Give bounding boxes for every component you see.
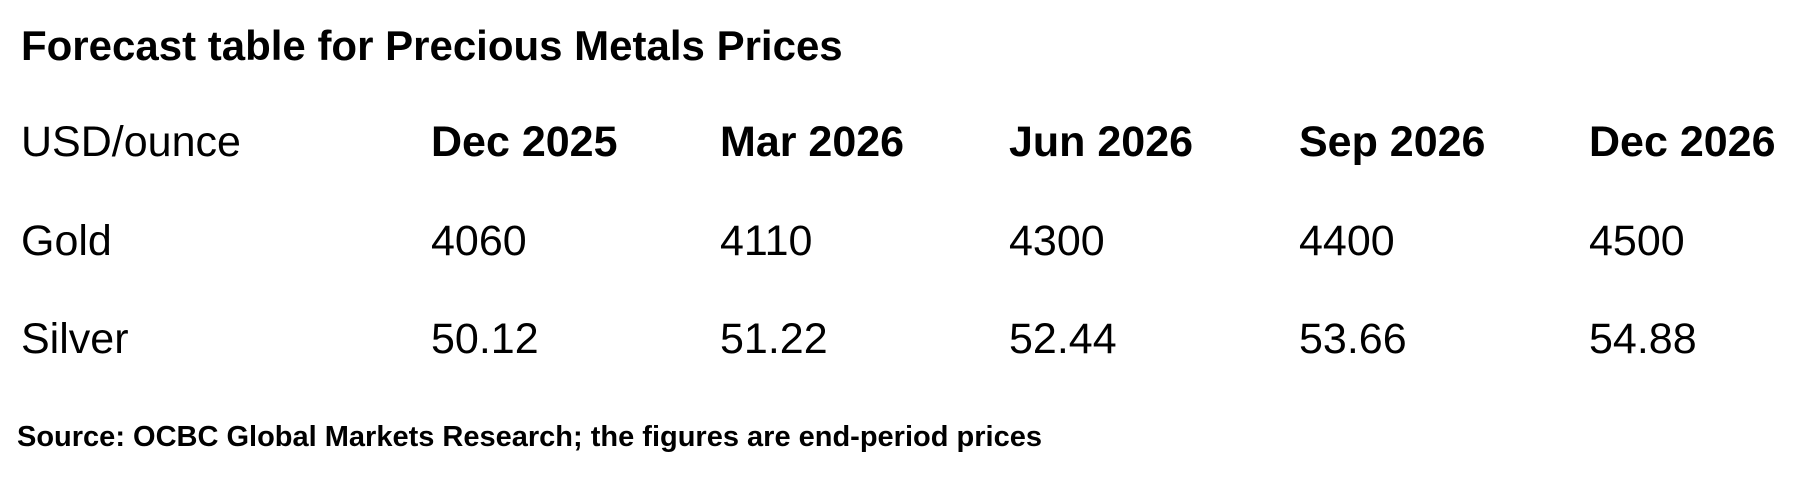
table-cell: 4400 [1299, 217, 1395, 265]
table-cell: 50.12 [431, 315, 539, 363]
source-note: Source: OCBC Global Markets Research; th… [17, 421, 1042, 453]
table-cell: 4500 [1589, 217, 1685, 265]
column-header: Dec 2025 [431, 118, 618, 166]
unit-label: USD/ounce [21, 118, 241, 166]
table-cell: 4060 [431, 217, 527, 265]
row-label: Silver [21, 315, 129, 363]
column-header: Mar 2026 [720, 118, 905, 166]
table-cell: 52.44 [1009, 315, 1117, 363]
table-cell: 53.66 [1299, 315, 1407, 363]
column-header: Jun 2026 [1009, 118, 1194, 166]
column-header: Sep 2026 [1299, 118, 1486, 166]
table-cell: 4110 [720, 217, 813, 265]
table-cell: 4300 [1009, 217, 1105, 265]
row-label: Gold [21, 217, 112, 265]
column-header: Dec 2026 [1589, 118, 1776, 166]
table-cell: 54.88 [1589, 315, 1697, 363]
page-title: Forecast table for Precious Metals Price… [21, 22, 843, 69]
table-cell: 51.22 [720, 315, 828, 363]
